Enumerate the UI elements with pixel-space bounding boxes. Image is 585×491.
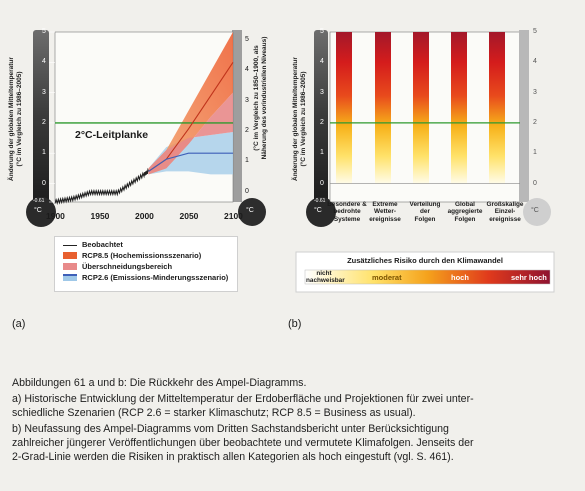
fig-a-left-tick-2: 3 bbox=[42, 88, 46, 96]
risk-bar-1 bbox=[375, 32, 391, 184]
caption-line-b2: zahlreicher jüngerer Veröffentlichungen … bbox=[12, 437, 474, 449]
fig-a-left-tick-1: 4 bbox=[42, 58, 46, 66]
legend-label-overlap: Überschneidungsbereich bbox=[82, 262, 173, 271]
category-label-3: Global aggregierte Folgen bbox=[447, 201, 483, 223]
fig-a-legend bbox=[54, 236, 238, 292]
risk-level-very-high: sehr hoch bbox=[511, 273, 547, 282]
fig-a-right-thermometer bbox=[232, 30, 242, 202]
fig-b-left-bulb bbox=[306, 197, 336, 227]
fig-b-right-tick-1: 4 bbox=[533, 58, 537, 66]
caption-line-a2: schiedliche Szenarien (RCP 2.6 = starker… bbox=[12, 407, 416, 419]
risk-scale-bar bbox=[304, 269, 551, 285]
guardrail-label: 2°C-Leitplanke bbox=[75, 129, 149, 141]
fig-a-left-tick-4: 1 bbox=[42, 149, 46, 157]
fig-b-left-tick-6: -0.61 bbox=[314, 198, 326, 204]
observed-line bbox=[54, 167, 149, 206]
fig-b-left-tick-5: 0 bbox=[320, 179, 324, 187]
risk-scale-title: Zusätzliches Risiko durch den Klimawande… bbox=[347, 256, 503, 265]
fig-a-x-tick-2: 2000 bbox=[135, 211, 154, 221]
fig-b-left-tick-4: 1 bbox=[320, 149, 324, 157]
fig-b-left-tick-2: 3 bbox=[320, 88, 324, 96]
rcp26-line bbox=[148, 152, 233, 172]
fig-a-x-tick-1: 1950 bbox=[90, 211, 110, 221]
fig-a-right-tick-5: 0 bbox=[245, 187, 249, 195]
fig-a-right-tick-0: 5 bbox=[245, 36, 249, 43]
fig-b-right-bulb bbox=[523, 198, 551, 226]
fig-b-left-tick-0: 5 bbox=[320, 28, 324, 35]
fig-b-right-tick-5: 0 bbox=[533, 179, 537, 187]
fig-b-panel-label: (b) bbox=[288, 318, 302, 330]
fig-a-left-thermometer bbox=[33, 30, 49, 202]
fig-a-left-bulb bbox=[26, 197, 56, 227]
risk-bar-3 bbox=[451, 32, 467, 184]
fig-b-left-tick-1: 4 bbox=[320, 58, 324, 66]
fig-a-left-tick-3: 2 bbox=[42, 118, 46, 126]
fig-b-chart bbox=[295, 30, 555, 293]
fig-a-x-tick-4: 2100 bbox=[224, 211, 243, 221]
fig-a-bulb-right-label: °C bbox=[246, 207, 254, 214]
fig-a-right-bulb bbox=[238, 198, 266, 226]
fig-a-x-tick-0: 1900 bbox=[46, 211, 65, 221]
legend-label-observed: Beobachtet bbox=[82, 240, 123, 249]
fig-a-right-tick-1: 4 bbox=[245, 66, 249, 74]
legend-label-rcp26: RCP2.6 (Emissions-Minderungsszenario) bbox=[82, 273, 229, 282]
risk-level-high: hoch bbox=[451, 273, 469, 282]
fig-b-right-tick-3: 2 bbox=[533, 118, 537, 126]
fig-b-left-thermometer bbox=[314, 30, 328, 202]
risk-level-moderate: moderat bbox=[372, 273, 402, 282]
category-label-4: Großskalige Einzel- ereignisse bbox=[486, 201, 524, 223]
risk-bar-4 bbox=[489, 32, 505, 184]
caption-title: Abbildungen 61 a und b: Die Rückkehr des… bbox=[12, 377, 307, 389]
legend-label-rcp85: RCP8.5 (Hochemissionsszenario) bbox=[82, 251, 202, 260]
caption-line-b1: b) Neufassung des Ampel-Diagramms vom Dr… bbox=[12, 423, 449, 435]
legend-swatch-overlap bbox=[63, 263, 77, 270]
fig-a-left-tick-5: 0 bbox=[42, 179, 46, 187]
fig-b-right-tick-4: 1 bbox=[533, 149, 537, 157]
fig-b-bulb-left-label: °C bbox=[314, 207, 322, 214]
fig-a-right-tick-4: 1 bbox=[245, 157, 249, 165]
caption-line-a1: a) Historische Entwicklung der Mitteltem… bbox=[12, 393, 474, 405]
fig-a-left-tick-0: 5 bbox=[42, 28, 46, 35]
category-label-0: Besondere & bedrohte Systeme bbox=[327, 201, 367, 223]
category-label-2: Verteilung der Folgen bbox=[409, 201, 441, 223]
fig-a-panel-label: (a) bbox=[12, 318, 26, 330]
fig-a-x-tick-3: 2050 bbox=[179, 211, 199, 221]
fig-a-bulb-left-label: °C bbox=[34, 207, 42, 214]
fig-a-right-tick-3: 2 bbox=[245, 126, 249, 134]
caption-line-b3: 2-Grad-Linie werden die Risiken in prakt… bbox=[12, 451, 454, 463]
risk-level-none: nicht nachweisbar bbox=[306, 270, 345, 284]
legend-swatch-rcp26 bbox=[63, 274, 77, 281]
fig-a-left-tick-6: -0.61 bbox=[33, 198, 45, 204]
risk-bar-0 bbox=[336, 32, 352, 184]
legend-swatch-rcp85 bbox=[63, 252, 77, 259]
category-label-1: Extreme Wetter- ereignisse bbox=[369, 201, 401, 223]
fig-b-left-tick-3: 2 bbox=[320, 118, 324, 126]
fig-b-right-tick-2: 3 bbox=[533, 88, 537, 96]
fig-b-bulb-right-label: °C bbox=[531, 207, 539, 214]
legend-swatch-observed bbox=[63, 245, 77, 246]
risk-bar-2 bbox=[413, 32, 429, 184]
fig-b-right-thermometer bbox=[519, 30, 529, 202]
fig-a-chart bbox=[26, 30, 266, 227]
fig-a-right-tick-2: 3 bbox=[245, 96, 249, 104]
fig-b-right-tick-0: 5 bbox=[533, 28, 537, 35]
